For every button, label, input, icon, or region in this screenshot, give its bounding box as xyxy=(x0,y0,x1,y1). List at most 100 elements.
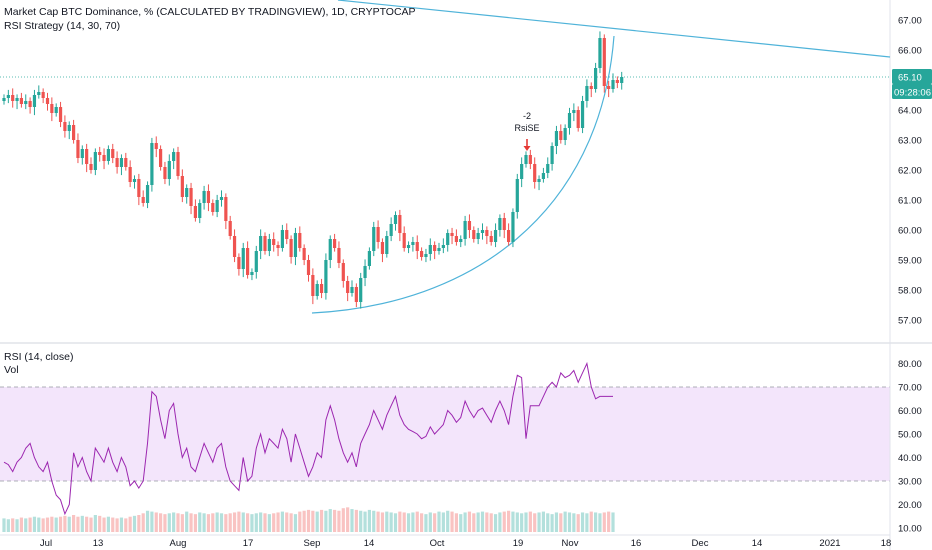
candle-body xyxy=(193,206,197,218)
rsi-line xyxy=(3,361,613,516)
price-tag: 65.10 09:28:06 xyxy=(892,69,932,99)
volume-bar xyxy=(145,510,150,532)
candle-body xyxy=(2,98,6,101)
volume-bar xyxy=(280,511,284,532)
volume-bar xyxy=(398,511,402,532)
volume-bar xyxy=(341,508,345,532)
volume-bar xyxy=(37,517,41,532)
candle-body xyxy=(341,263,345,281)
price-tick-label: 60.00 xyxy=(898,226,922,237)
countdown-value: 09:28:06 xyxy=(894,88,931,99)
candle-body xyxy=(411,242,415,245)
candle-body xyxy=(620,77,624,83)
volume-bar xyxy=(528,511,532,532)
candle-body xyxy=(367,251,371,266)
volume-bar xyxy=(580,512,585,532)
candle-body xyxy=(228,221,232,236)
volume-bar xyxy=(415,511,419,532)
rsi-band xyxy=(0,386,890,482)
candle-body xyxy=(498,218,502,230)
volume-bar xyxy=(6,519,10,532)
volume-bar xyxy=(215,512,219,532)
price-tick-label: 66.00 xyxy=(898,46,922,57)
volume-bar xyxy=(550,514,554,532)
volume-bar xyxy=(72,515,76,532)
candle-body xyxy=(250,272,254,275)
volume-bar xyxy=(507,510,511,532)
volume-bar xyxy=(446,510,450,532)
volume-bar xyxy=(380,512,385,532)
candle-body xyxy=(285,230,289,239)
volume-bar xyxy=(89,517,93,532)
candle-body xyxy=(554,131,559,146)
candle-body xyxy=(328,239,332,260)
candle-body xyxy=(98,152,102,155)
volume-bar xyxy=(232,512,237,532)
volume-bar xyxy=(185,511,189,532)
candle-body xyxy=(119,158,124,167)
candle-body xyxy=(45,98,50,104)
support-curve xyxy=(311,35,615,314)
volume-bar xyxy=(293,514,298,532)
candle-body xyxy=(359,278,363,302)
volume-bar xyxy=(224,514,228,532)
candle-body xyxy=(106,149,110,161)
candle-body xyxy=(507,230,511,242)
volume-bar xyxy=(267,514,271,532)
candle-body xyxy=(67,125,71,131)
volume-bar xyxy=(180,514,184,532)
candle-body xyxy=(154,143,158,149)
volume-bar xyxy=(441,512,445,532)
volume-bar xyxy=(424,514,428,532)
candle-body xyxy=(611,80,615,89)
volume-bar xyxy=(498,512,502,532)
candle-body xyxy=(246,248,250,275)
volume-bar xyxy=(454,513,458,532)
candle-body xyxy=(24,101,28,104)
rsi-tick-label: 70.00 xyxy=(898,383,922,394)
candle-body xyxy=(185,188,189,197)
volume-bar xyxy=(459,514,463,532)
volume-bar xyxy=(219,513,224,532)
candle-body xyxy=(615,80,619,83)
rsi-band-fill xyxy=(0,387,890,481)
volume-bar xyxy=(437,511,441,532)
candle-body xyxy=(594,68,598,89)
candles[interactable] xyxy=(2,31,624,309)
volume-bar xyxy=(567,512,572,532)
volume-bar xyxy=(315,511,319,532)
candle-body xyxy=(459,239,463,242)
volume-bar xyxy=(50,516,54,532)
candle-body xyxy=(172,152,176,161)
candle-body xyxy=(563,128,567,140)
candle-body xyxy=(298,233,302,248)
volume-bar xyxy=(285,512,289,532)
candle-body xyxy=(446,233,450,245)
volume-bar xyxy=(389,512,393,532)
volume-bar xyxy=(119,517,124,532)
volume-bar xyxy=(480,511,485,532)
volume-bar xyxy=(594,512,598,532)
candle-body xyxy=(485,230,489,236)
candle-body xyxy=(337,248,341,263)
candle-body xyxy=(602,38,606,86)
volume-bar xyxy=(115,518,119,532)
candle-body xyxy=(6,95,10,98)
volume-bar xyxy=(337,510,341,532)
volume-bar xyxy=(124,518,128,532)
candle-body xyxy=(476,233,480,239)
candle-body xyxy=(415,242,419,251)
volume-bar xyxy=(80,515,84,532)
volume-bar xyxy=(359,510,363,532)
candle-body xyxy=(54,107,58,113)
volume-bar xyxy=(19,517,23,532)
candle-body xyxy=(372,227,376,251)
volume-bar xyxy=(598,513,602,532)
candle-body xyxy=(280,230,284,248)
volume-bar xyxy=(254,513,258,532)
candle-body xyxy=(319,284,324,293)
time-tick-label: 19 xyxy=(513,538,524,549)
candle-body xyxy=(559,131,563,140)
volume-bar xyxy=(2,518,6,532)
